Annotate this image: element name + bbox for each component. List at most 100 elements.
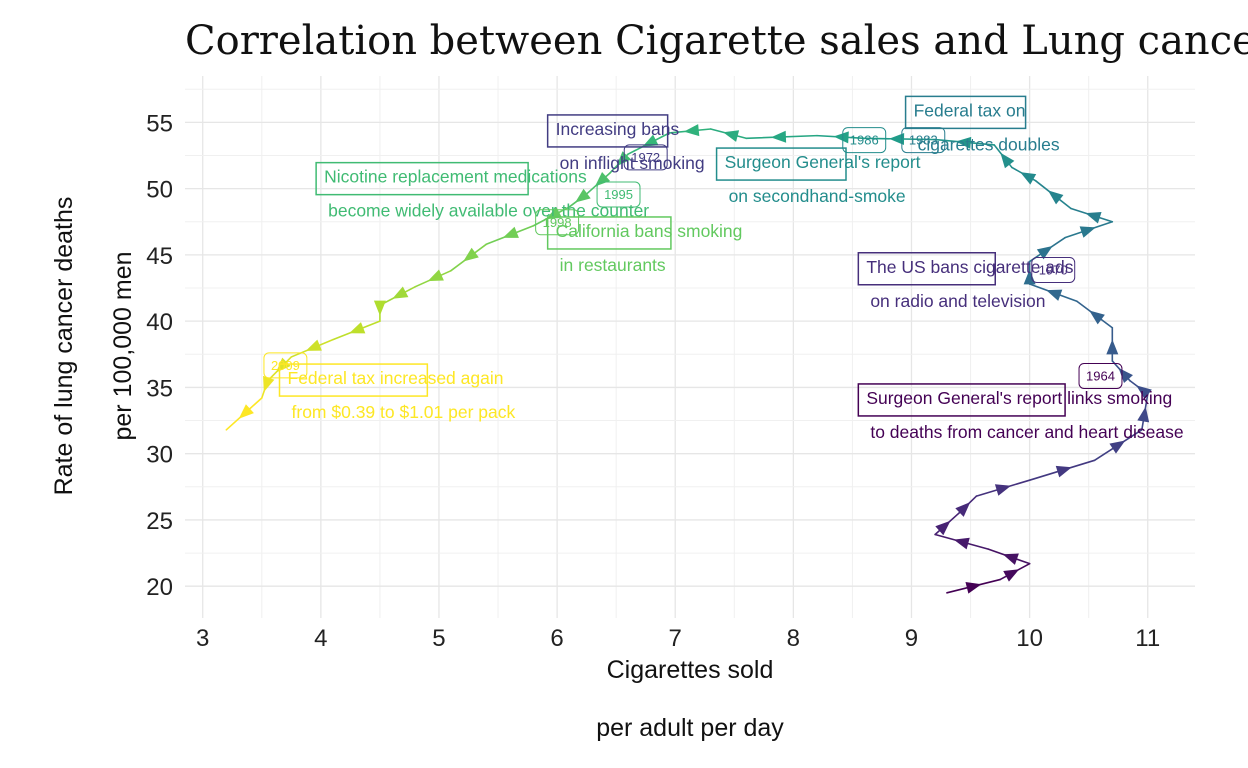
grid-lines bbox=[185, 76, 1195, 618]
y-tick-label: 40 bbox=[146, 309, 173, 336]
year-label-box bbox=[1078, 362, 1123, 389]
year-label-box bbox=[901, 127, 946, 154]
x-tick-label: 6 bbox=[550, 625, 563, 652]
annotation-text: Increasing bans bbox=[556, 119, 680, 139]
y-axis-title: Rate of lung cancer deaths bbox=[50, 197, 78, 496]
annotations: 1964 Surgeon General's report links smoki… bbox=[263, 95, 1184, 442]
series-arrowhead bbox=[392, 286, 409, 299]
series-arrowhead bbox=[683, 124, 700, 137]
series-arrowhead bbox=[502, 226, 519, 238]
year-label-box bbox=[1031, 256, 1076, 283]
series-arrowhead bbox=[833, 131, 849, 144]
year-label-box bbox=[623, 144, 668, 171]
series-arrowhead bbox=[305, 339, 322, 351]
year-label-box bbox=[263, 352, 308, 379]
annotation-text: Surgeon General's report bbox=[725, 152, 921, 172]
y-tick-label: 20 bbox=[146, 574, 173, 601]
x-tick-label: 9 bbox=[905, 625, 918, 652]
annotation-text: on radio and television bbox=[870, 291, 1045, 311]
annotation-text: Federal tax increased again bbox=[288, 368, 504, 388]
series-arrowhead bbox=[238, 404, 254, 419]
year-label-box bbox=[535, 209, 580, 236]
annotation-text: cigarettes doubles bbox=[918, 134, 1060, 154]
series-arrowhead bbox=[263, 375, 275, 392]
annotation-box bbox=[857, 252, 996, 286]
series-arrowhead bbox=[889, 133, 905, 146]
chart-title: Correlation between Cigarette sales and … bbox=[185, 18, 1248, 64]
x-tick-label: 4 bbox=[314, 625, 327, 652]
year-label: 1998 bbox=[543, 215, 572, 230]
annotation-box bbox=[904, 95, 1027, 130]
annotation-text: California bans smoking bbox=[556, 221, 743, 241]
y-tick-label: 50 bbox=[146, 177, 173, 204]
series-arrowhead bbox=[1136, 385, 1152, 400]
series-arrowhead bbox=[935, 520, 951, 536]
series-arrowhead bbox=[994, 484, 1012, 496]
annotation-box bbox=[715, 147, 847, 181]
y-tick-label: 30 bbox=[146, 442, 173, 469]
year-label: 1970 bbox=[1039, 262, 1068, 277]
series-arrowhead bbox=[1036, 246, 1053, 260]
series-arrowhead bbox=[463, 247, 479, 262]
x-tick-label: 8 bbox=[787, 625, 800, 652]
series-arrowhead bbox=[1047, 190, 1064, 205]
series-arrowhead bbox=[953, 537, 970, 550]
series-arrowhead bbox=[965, 582, 982, 594]
year-label: 1995 bbox=[604, 187, 633, 202]
x-tick-label: 10 bbox=[1016, 625, 1043, 652]
series-arrowhead bbox=[1109, 440, 1126, 454]
x-tick-label: 3 bbox=[196, 625, 209, 652]
annotation-box bbox=[857, 383, 1066, 417]
series-arrowhead bbox=[1089, 310, 1105, 325]
annotation-text: Federal tax on bbox=[914, 100, 1026, 120]
annotation-box bbox=[278, 363, 429, 397]
year-label: 1964 bbox=[1086, 368, 1115, 383]
series-arrowhead bbox=[770, 130, 787, 143]
series-arrowhead bbox=[1106, 339, 1119, 355]
year-label-box bbox=[842, 127, 887, 154]
series-arrowhead bbox=[723, 130, 740, 142]
annotation-text: in restaurants bbox=[560, 255, 666, 275]
x-axis-title: Cigarettes sold bbox=[607, 656, 774, 684]
y-tick-label: 45 bbox=[146, 243, 173, 270]
x-axis-subtitle: per adult per day bbox=[596, 714, 784, 742]
annotation-text: from $0.39 to $1.01 per pack bbox=[292, 402, 516, 422]
annotation-text: Nicotine replacement medications bbox=[324, 167, 587, 187]
x-tick-label: 5 bbox=[432, 625, 445, 652]
series-arrowhead bbox=[1085, 212, 1102, 224]
annotation-text: on inflight smoking bbox=[560, 153, 705, 173]
series-arrowhead bbox=[1137, 406, 1150, 423]
annotation-text: The US bans cigarette ads bbox=[866, 257, 1073, 277]
series-arrowhead bbox=[955, 502, 971, 517]
year-label-box bbox=[596, 181, 641, 208]
series-arrowhead bbox=[349, 322, 366, 334]
y-tick-label: 25 bbox=[146, 508, 173, 535]
series-arrowhead bbox=[373, 300, 386, 316]
annotation-text: on secondhand-smoke bbox=[729, 186, 906, 206]
annotation-box bbox=[546, 216, 672, 250]
annotation-box bbox=[546, 114, 669, 148]
series-arrowhead bbox=[1079, 226, 1096, 238]
series-arrowhead bbox=[1020, 172, 1037, 185]
year-label: 2009 bbox=[271, 358, 300, 373]
y-axis-subtitle: per 100,000 men bbox=[109, 251, 137, 440]
series-arrowhead bbox=[1003, 569, 1020, 582]
y-tick-label: 35 bbox=[146, 375, 173, 402]
series-arrowhead bbox=[642, 134, 659, 147]
year-label: 1972 bbox=[631, 150, 660, 165]
annotation-box bbox=[315, 161, 529, 196]
x-tick-label: 7 bbox=[669, 625, 682, 652]
series-arrowhead bbox=[1002, 553, 1019, 565]
year-label: 1986 bbox=[850, 133, 879, 148]
y-tick-label: 55 bbox=[146, 110, 173, 137]
series-arrowhead bbox=[427, 269, 444, 282]
series-arrowhead bbox=[1046, 289, 1063, 301]
series-arrowhead bbox=[575, 188, 591, 203]
annotation-text: Surgeon General's report links smoking bbox=[866, 388, 1172, 408]
year-label: 1983 bbox=[909, 133, 938, 148]
series-arrowhead bbox=[1000, 152, 1015, 169]
series-arrowhead bbox=[1055, 465, 1072, 478]
series-arrowhead bbox=[955, 136, 972, 149]
